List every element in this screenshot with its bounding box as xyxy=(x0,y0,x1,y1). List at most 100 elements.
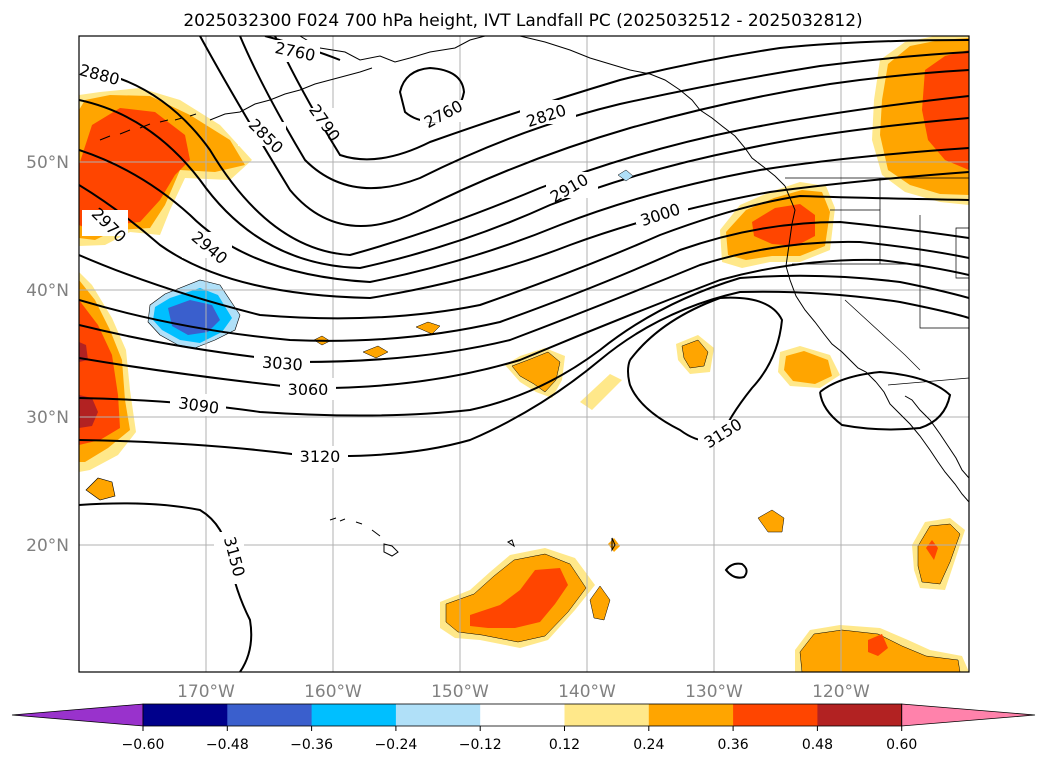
colorbar-segments xyxy=(11,703,1036,727)
ivt-shading xyxy=(79,36,969,672)
colorbar: −0.60 −0.48 −0.36 −0.24 −0.12 0.12 0.24 0.36 0.4… xyxy=(11,703,1036,753)
ivt-region-small-e xyxy=(580,374,622,410)
lon-label: 130°W xyxy=(685,682,743,702)
contour-2820 xyxy=(239,36,969,189)
ivt-region-small-g xyxy=(757,509,785,533)
ivt-region-west-edge-max xyxy=(79,395,98,428)
ivt-region-small-c xyxy=(362,345,389,359)
colorbar-segment xyxy=(733,704,818,726)
contour-label-bg xyxy=(82,210,128,236)
map-frame xyxy=(78,35,970,673)
colorbar-tick-label: −0.60 xyxy=(122,737,165,753)
colorbar-segment xyxy=(227,704,313,726)
colorbar-segment xyxy=(648,704,734,726)
ivt-region-northeast-strong xyxy=(922,50,969,170)
ivt-region-small-h xyxy=(589,585,611,621)
lon-label: 120°W xyxy=(812,682,870,702)
contour-label-bg xyxy=(79,62,121,84)
colorbar-tick-label: 0.48 xyxy=(802,737,833,753)
ivt-region-small-negative xyxy=(617,169,634,182)
ivt-region-small-a xyxy=(85,477,116,501)
ivt-region-northwest-strong xyxy=(79,108,190,230)
political-borders xyxy=(785,177,969,386)
colorbar-tick-label: 0.60 xyxy=(886,737,917,753)
contour-labels: 2760 2760 2790 2820 2850 2880 2910 2940 … xyxy=(79,38,752,584)
contour-label: 3120 xyxy=(300,447,341,466)
colorbar-segment xyxy=(311,704,397,726)
map-panel: 2760 2760 2790 2820 2850 2880 2910 2940 … xyxy=(79,36,969,672)
contour-label-bg xyxy=(546,172,598,198)
contour-3090 xyxy=(79,274,969,417)
contour-label-bg xyxy=(254,352,310,374)
contour-2970 xyxy=(79,171,969,300)
colorbar-tick-label: 0.24 xyxy=(633,737,664,753)
contour-2850 xyxy=(199,36,969,227)
contour-label-bg xyxy=(280,378,336,400)
ivt-region-small-d xyxy=(415,321,441,335)
ivt-region-baja-mid xyxy=(784,351,832,384)
contour-label-bg xyxy=(182,232,232,258)
colorbar-segment xyxy=(395,704,481,726)
baja-peninsula xyxy=(875,381,969,503)
colorbar-outline xyxy=(142,703,903,727)
contour-label-bg xyxy=(420,100,470,122)
contour-2910 xyxy=(79,99,969,270)
colorbar-tick-label: 0.12 xyxy=(549,737,580,753)
ivt-region-negative-strong xyxy=(168,300,220,335)
contour-3000b xyxy=(79,220,969,342)
contour-label-bg xyxy=(268,40,320,62)
contour-label: 3030 xyxy=(261,353,303,375)
lat-label: 40°N xyxy=(26,281,69,301)
contour-label: 3060 xyxy=(288,380,329,399)
contour-label-bg xyxy=(520,100,576,124)
alaska-coastline xyxy=(209,36,786,187)
contour-label-bg xyxy=(636,200,688,224)
lon-label: 150°W xyxy=(431,682,489,702)
colorbar-tick-label: −0.24 xyxy=(374,737,417,753)
colorbar-segment xyxy=(480,704,565,726)
contour-3120 xyxy=(79,290,969,457)
ivt-region-southeast-mid xyxy=(917,523,961,585)
contour-small-closed xyxy=(724,562,748,579)
colorbar-extend-high xyxy=(901,703,1036,727)
lat-label: 30°N xyxy=(26,408,69,428)
contour-label-bg xyxy=(698,420,752,446)
colorbar-segment xyxy=(817,704,903,726)
contour-label-bg xyxy=(214,532,244,584)
colorbar-tick-label: −0.12 xyxy=(459,737,502,753)
ivt-region-south-strong xyxy=(470,568,568,628)
lon-label: 170°W xyxy=(177,682,235,702)
lat-label: 50°N xyxy=(26,153,69,173)
lon-label: 140°W xyxy=(558,682,616,702)
colorbar-tick-label: −0.36 xyxy=(290,737,333,753)
latitude-labels: 50°N 40°N 30°N 20°N xyxy=(26,153,69,556)
colorbar-ticks: −0.60 −0.48 −0.36 −0.24 −0.12 0.12 0.24 0.36 0.4… xyxy=(122,726,917,753)
contour-label-bg xyxy=(292,446,348,468)
colorbar-tick-label: −0.48 xyxy=(206,737,249,753)
contour-label-bg xyxy=(295,108,343,130)
hawaiian-islands xyxy=(329,517,399,557)
contour-3150-coast xyxy=(819,370,952,431)
colorbar-segment xyxy=(143,704,228,726)
contour-2880 xyxy=(79,67,969,257)
small-island-b xyxy=(611,537,616,552)
ivt-region-small-f-mid xyxy=(681,339,709,369)
ivt-region-west-edge-max2 xyxy=(79,342,88,362)
contour-3060 xyxy=(79,258,969,390)
lat-label: 20°N xyxy=(26,536,69,556)
lon-label: 160°W xyxy=(304,682,362,702)
contour-label-bg xyxy=(238,122,286,146)
ivt-region-bottom-right-strong xyxy=(868,634,888,656)
longitude-labels: 170°W 160°W 150°W 140°W 130°W 120°W xyxy=(177,682,870,702)
contour-2940 xyxy=(79,147,969,284)
aleutian-islands xyxy=(99,113,197,141)
colorbar-tick-label: 0.36 xyxy=(718,737,749,753)
colorbar-segment xyxy=(564,704,650,726)
height-contours xyxy=(79,36,969,672)
contour-3000 xyxy=(79,194,969,320)
small-island-a xyxy=(507,539,515,548)
figure-title: 2025032300 F024 700 hPa height, IVT Land… xyxy=(183,11,862,31)
contour-label-bg xyxy=(170,394,226,416)
colorbar-extend-low xyxy=(11,703,144,727)
